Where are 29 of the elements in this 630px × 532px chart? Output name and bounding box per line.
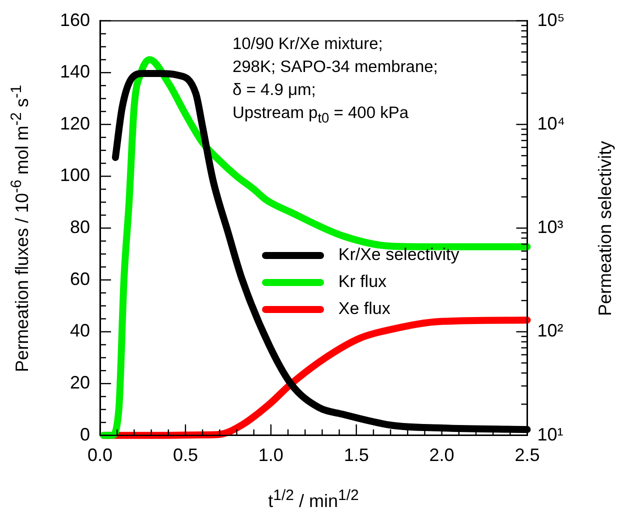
y-tick-label: 40 [70, 320, 90, 341]
annotation: δ = 4.9 μm; [232, 80, 317, 101]
y2-tick-label: 10¹ [537, 424, 564, 444]
y2-tick-label: 10² [537, 320, 564, 341]
x-tick-label: 0.5 [172, 445, 198, 466]
annotation: 298K; SAPO-34 membrane; [232, 56, 438, 78]
y2-tick-label: 10⁴ [537, 113, 566, 134]
y2-axis-title: Permeation selectivity [595, 140, 616, 316]
y-tick-label: 20 [70, 372, 90, 393]
x-tick-label: 1.5 [344, 445, 369, 466]
annotation: Upstream p$_{t0}$ = 400 kPa [232, 102, 410, 128]
legend-label: Kr/Xe selectivity [338, 245, 460, 266]
y-tick-label: 80 [70, 217, 90, 238]
x-tick-label: 2.0 [429, 445, 454, 466]
y-tick-label: 0 [80, 424, 90, 444]
y2-tick-label: 10³ [537, 217, 564, 238]
y-tick-label: 100 [60, 165, 90, 186]
y2-tick-label: 10⁵ [537, 10, 565, 30]
y-tick-label: 120 [60, 113, 90, 134]
x-tick-label: 0.0 [88, 445, 113, 466]
legend-label: Kr flux [338, 272, 387, 292]
x-axis-title: t$^{1/2}$ / min$^{1/2}$ [268, 487, 359, 512]
y-tick-label: 160 [60, 10, 90, 30]
annotation: 10/90 Kr/Xe mixture; [232, 34, 384, 55]
legend-label: Xe flux [338, 299, 390, 320]
y-tick-label: 60 [70, 268, 90, 289]
x-tick-label: 1.0 [258, 445, 284, 466]
y-tick-label: 140 [60, 62, 90, 82]
x-tick-label: 2.5 [514, 445, 540, 466]
